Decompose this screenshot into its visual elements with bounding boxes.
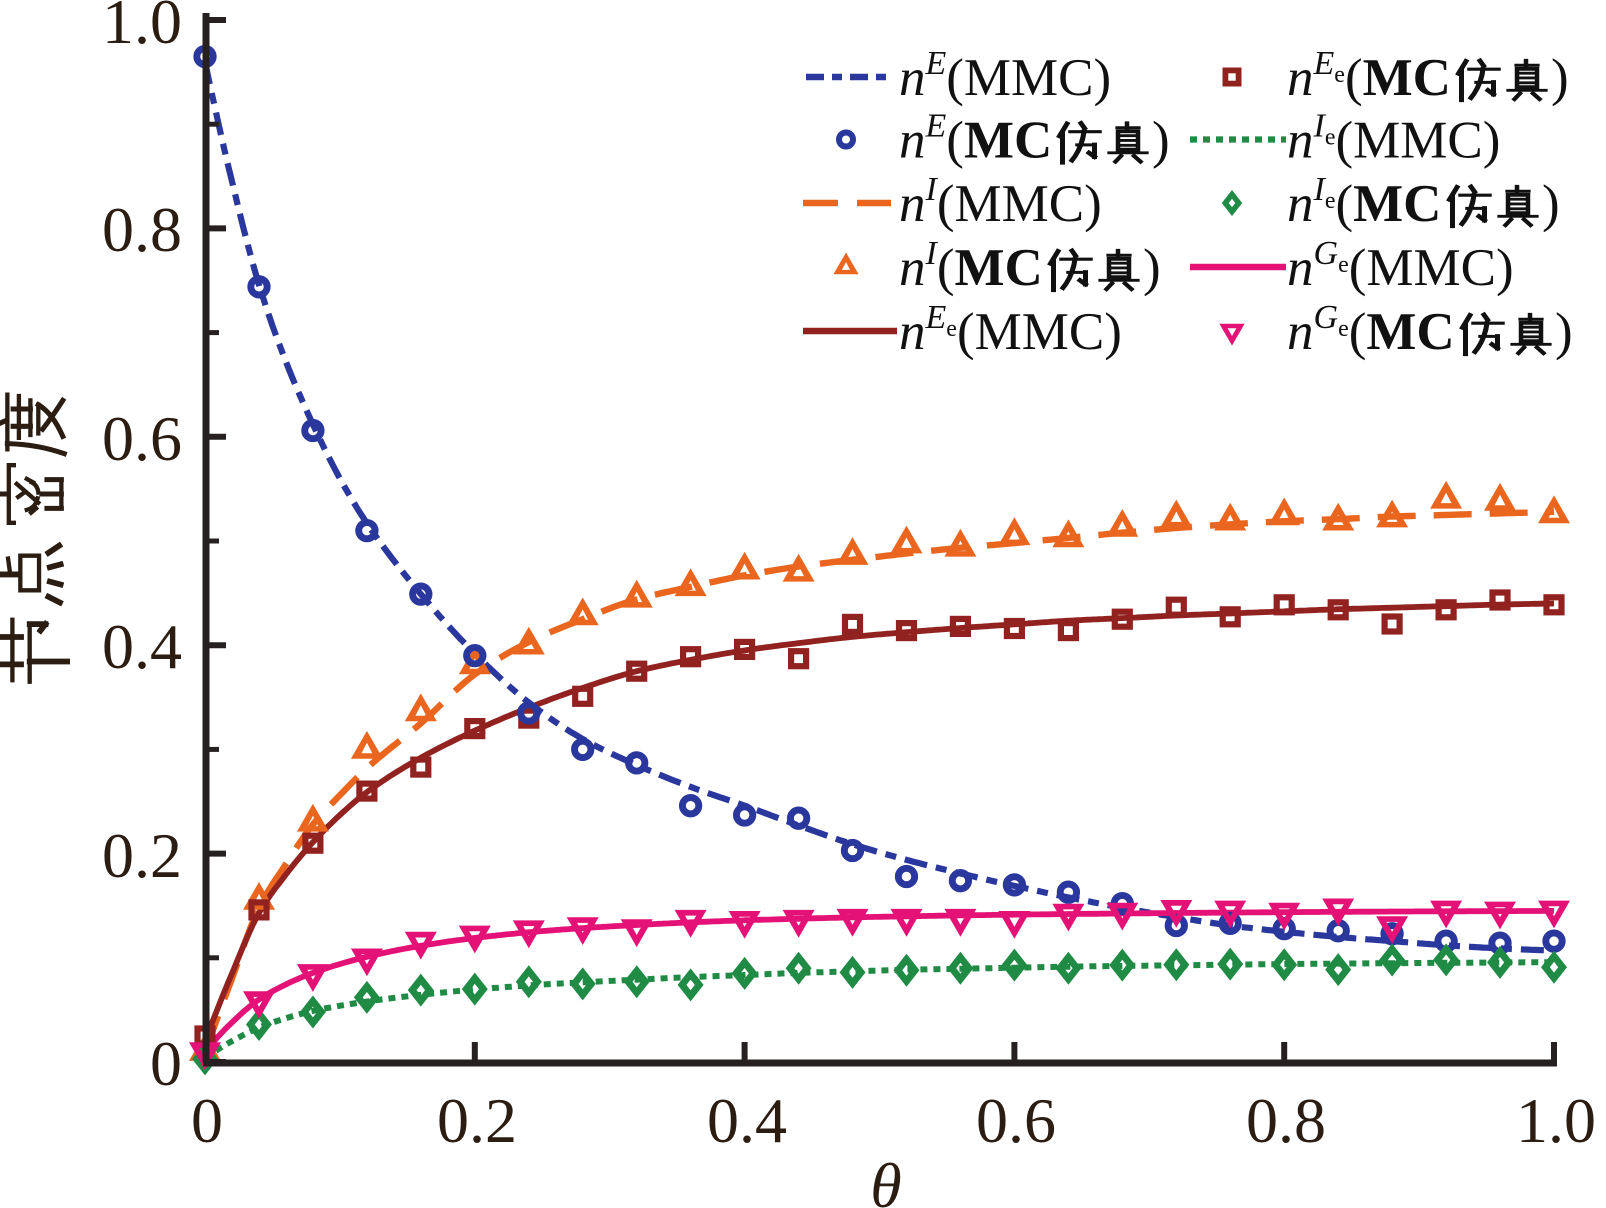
svg-text:): )	[1143, 239, 1161, 297]
svg-text:0.8: 0.8	[1246, 1085, 1326, 1156]
svg-text:0: 0	[150, 1028, 182, 1099]
svg-text:0.2: 0.2	[437, 1085, 517, 1156]
svg-text:nI(MMC): nI(MMC)	[899, 171, 1102, 233]
svg-text:nI(MC: nI(MC	[899, 235, 1043, 297]
svg-text:0.6: 0.6	[976, 1085, 1056, 1156]
svg-text:0.8: 0.8	[102, 194, 182, 265]
svg-text:nIe(MC: nIe(MC	[1287, 171, 1441, 233]
svg-text:nGe(MMC): nGe(MMC)	[1287, 235, 1514, 297]
svg-text:): )	[1542, 175, 1560, 233]
svg-text:0.2: 0.2	[102, 820, 182, 891]
svg-text:0.4: 0.4	[707, 1085, 787, 1156]
svg-text:): )	[1152, 112, 1170, 170]
svg-text:nEe(MMC): nEe(MMC)	[899, 299, 1122, 361]
svg-text:0.4: 0.4	[102, 611, 182, 682]
svg-text:nE(MC: nE(MC	[899, 108, 1052, 170]
svg-text:nGe(MC: nGe(MC	[1287, 299, 1455, 361]
svg-text:1.0: 1.0	[1516, 1085, 1596, 1156]
svg-text:nIe(MMC): nIe(MMC)	[1287, 108, 1500, 170]
svg-text:): )	[1551, 49, 1569, 107]
svg-text:1.0: 1.0	[102, 0, 182, 57]
svg-text:nEe(MC: nEe(MC	[1287, 45, 1451, 107]
svg-text:): )	[1555, 303, 1573, 361]
svg-text:nE(MMC): nE(MMC)	[899, 45, 1111, 107]
svg-text:0.6: 0.6	[102, 403, 182, 474]
svg-text:0: 0	[191, 1085, 223, 1156]
svg-text:θ: θ	[870, 1150, 901, 1208]
